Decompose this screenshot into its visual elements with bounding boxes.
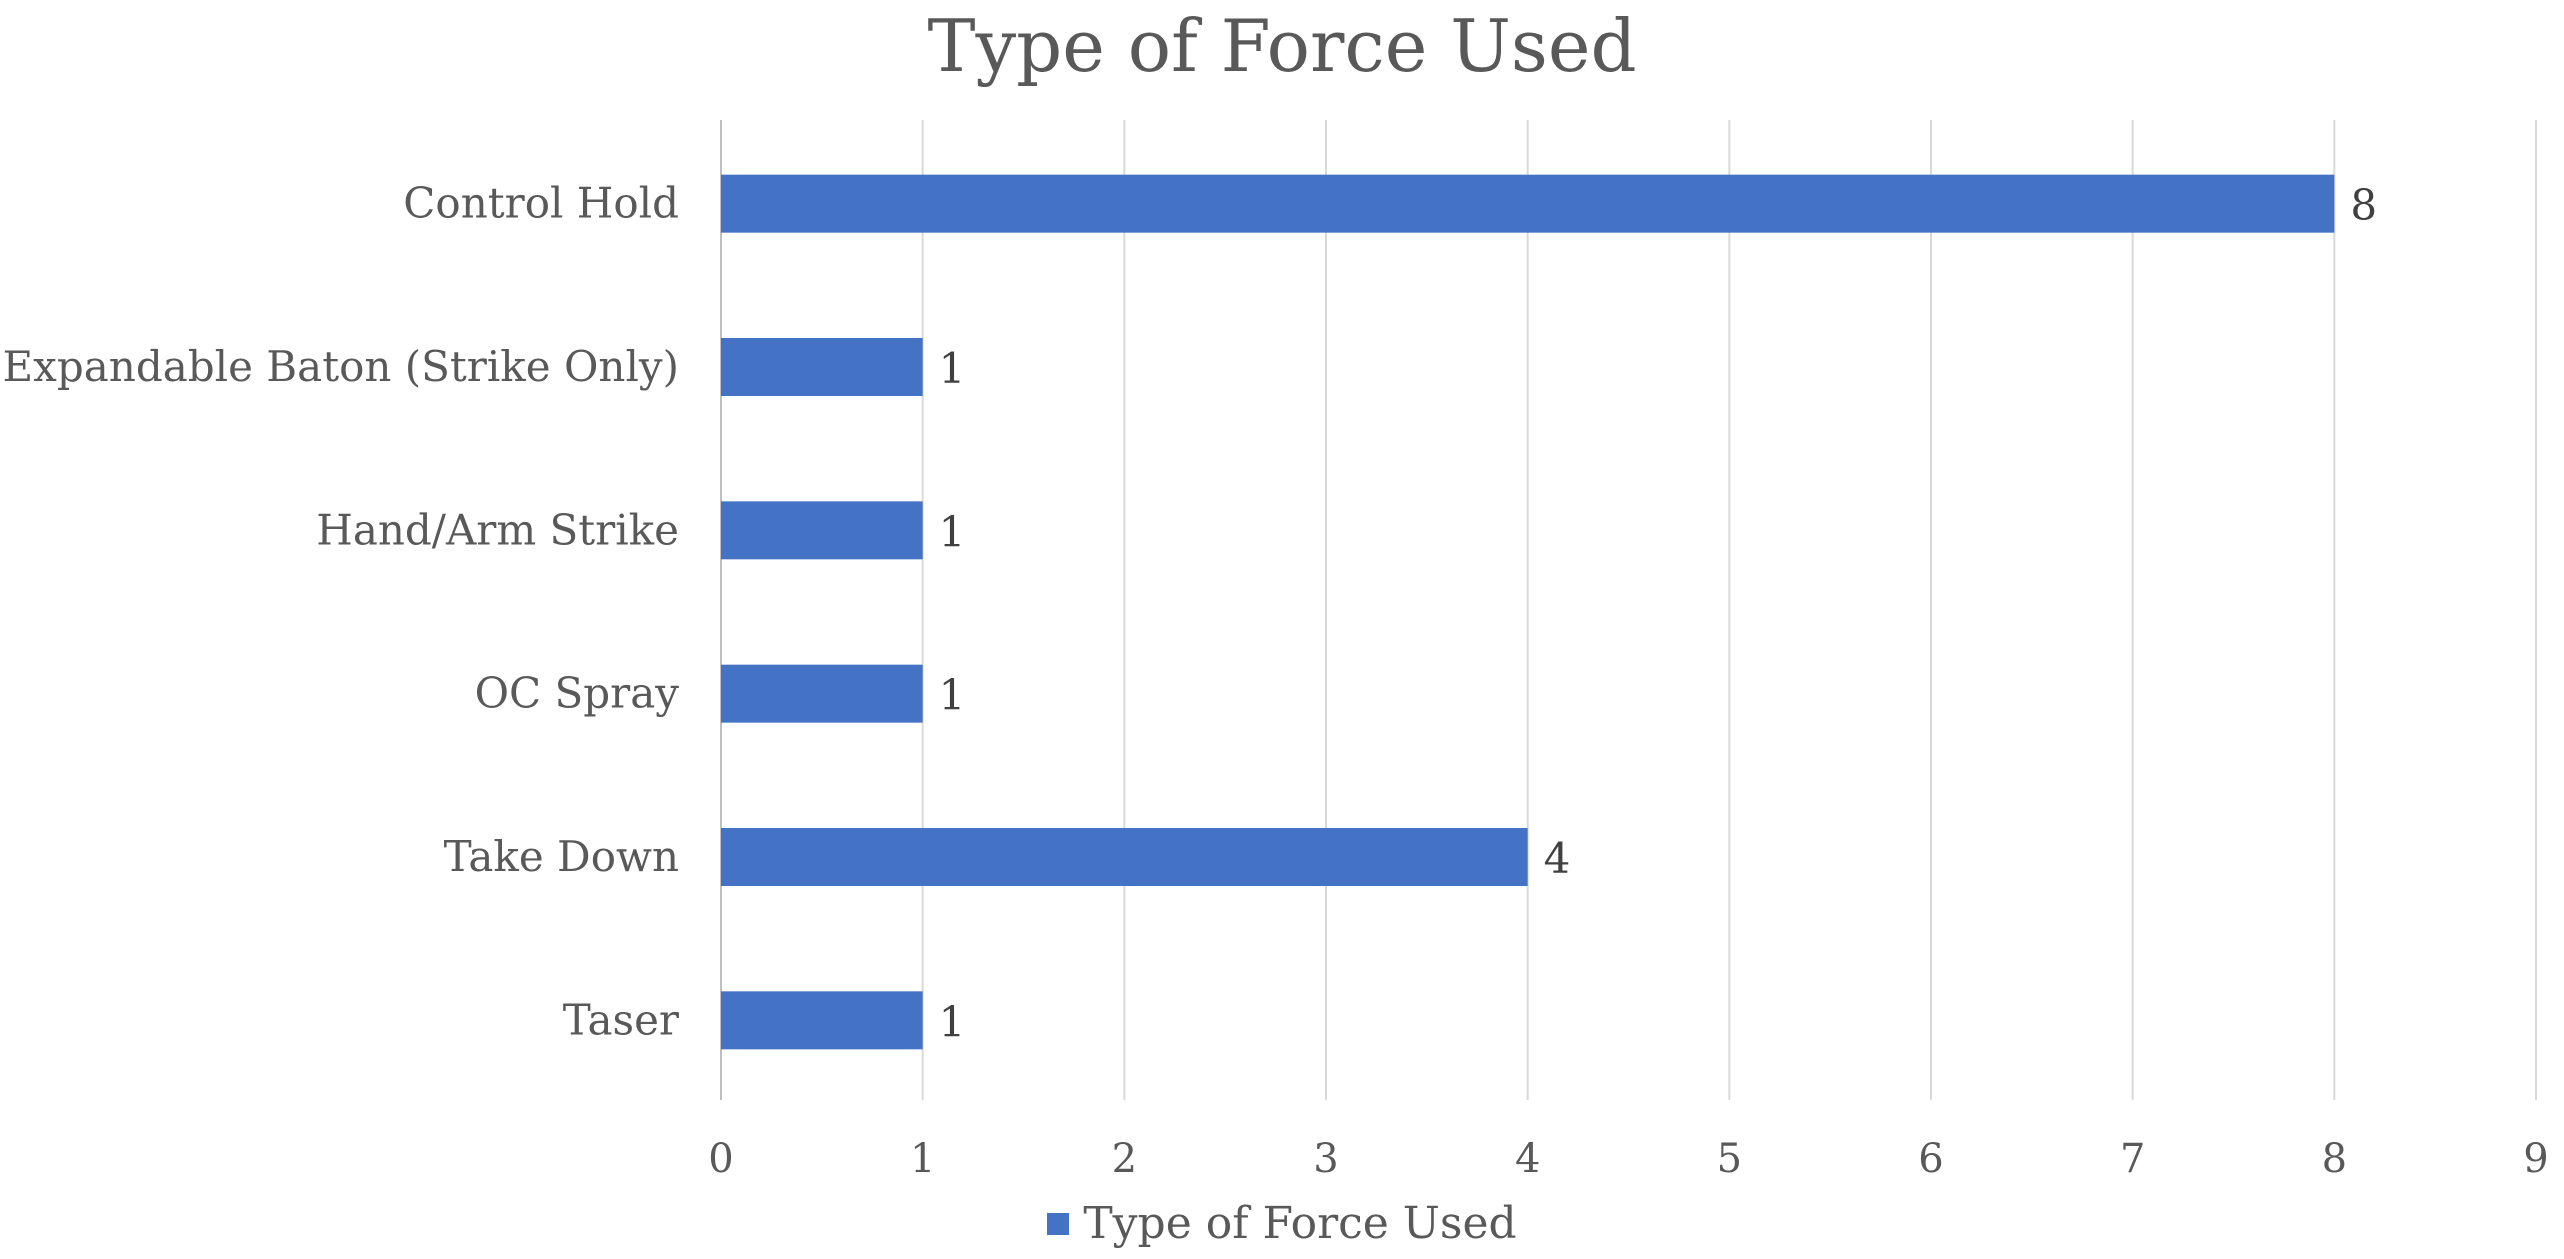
category-label: Expandable Baton (Strike Only) [3, 342, 679, 391]
data-label: 8 [2350, 181, 2377, 230]
data-label: 1 [939, 671, 966, 720]
data-label: 1 [939, 997, 966, 1046]
x-tick-label: 7 [2120, 1136, 2145, 1182]
category-label: Take Down [444, 832, 679, 881]
chart-title: Type of Force Used [927, 4, 1637, 88]
category-label: Taser [563, 995, 680, 1044]
legend: Type of Force Used [0, 1198, 2564, 1249]
bar [721, 664, 923, 723]
bar [721, 174, 2335, 233]
x-tick-label: 4 [1515, 1136, 1540, 1182]
x-tick-label: 0 [708, 1136, 733, 1182]
data-label: 1 [939, 344, 966, 393]
data-label: 1 [939, 507, 966, 556]
category-label: Hand/Arm Strike [316, 505, 679, 554]
x-tick-label: 9 [2523, 1136, 2548, 1182]
x-tick-label: 8 [2322, 1136, 2347, 1182]
bar [721, 338, 923, 396]
bar [721, 828, 1528, 886]
bars [721, 174, 2335, 1050]
x-tick-label: 5 [1717, 1136, 1742, 1182]
data-labels: 8 1 1 1 4 1 [939, 181, 2377, 1047]
category-label: OC Spray [475, 669, 680, 718]
data-label: 4 [1544, 834, 1571, 883]
bar [721, 501, 923, 560]
x-tick-label: 6 [1918, 1136, 1943, 1182]
legend-swatch [1047, 1212, 1070, 1235]
legend-label: Type of Force Used [1083, 1198, 1517, 1249]
x-tick-label: 2 [1112, 1136, 1137, 1182]
x-tick-label: 3 [1313, 1136, 1338, 1182]
bar [721, 991, 923, 1050]
category-label: Control Hold [403, 179, 679, 228]
x-axis-ticks: 0 1 2 3 4 5 6 7 8 9 [708, 1136, 2548, 1182]
y-axis-category-labels: Control Hold Expandable Baton (Strike Onl… [3, 179, 680, 1045]
x-tick-label: 1 [910, 1136, 935, 1182]
gridlines [720, 120, 2537, 1100]
